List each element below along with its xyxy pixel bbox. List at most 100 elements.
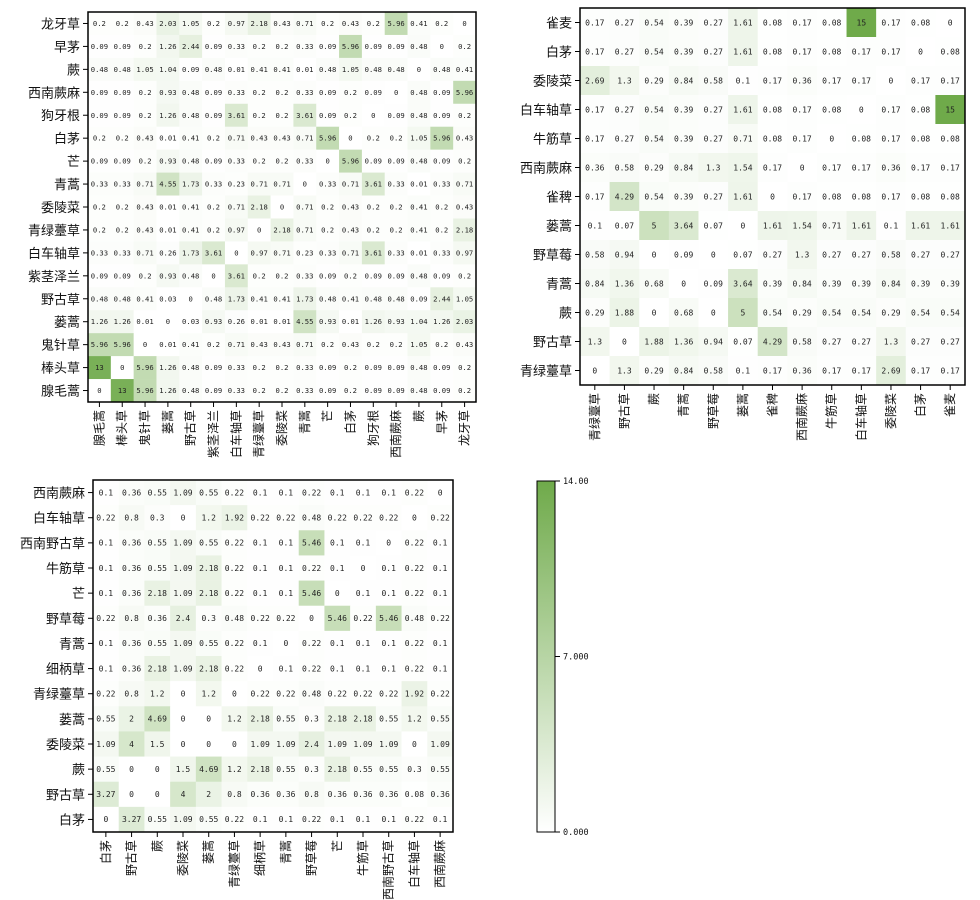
- heatmap-cell: [195, 505, 222, 531]
- cell-value-label: 2.4: [176, 614, 191, 623]
- colorbar-tick-label: 7.000: [563, 653, 589, 663]
- cell-value-label: 0.17: [881, 105, 900, 114]
- heatmap-cell: [350, 505, 377, 531]
- heatmap-cell: [846, 95, 877, 125]
- cell-value-label: 2.18: [328, 715, 347, 724]
- cell-value-label: 0.1: [884, 221, 899, 230]
- cell-value-label: 0.22: [431, 514, 450, 523]
- cell-value-label: 0.33: [296, 363, 313, 372]
- cell-value-label: 0.22: [431, 690, 450, 699]
- heatmap-cell: [816, 37, 847, 67]
- cell-value-label: 0.27: [704, 47, 723, 56]
- heatmap-cell: [93, 756, 120, 783]
- cell-value-label: 0.22: [302, 664, 321, 673]
- cell-value-label: 0.2: [93, 134, 106, 143]
- cell-value-label: 2.03: [159, 19, 176, 28]
- cell-value-label: 0.09: [114, 111, 131, 120]
- heatmap-cell: [202, 356, 226, 380]
- cell-value-label: 0.3: [201, 614, 216, 623]
- cell-value-label: 0.84: [881, 279, 900, 288]
- cell-value-label: 5.96: [433, 134, 450, 143]
- cell-value-label: 15: [857, 18, 867, 27]
- heatmap-cell: [133, 287, 157, 311]
- heatmap-cell: [93, 781, 120, 808]
- cell-value-label: 0.55: [148, 815, 167, 824]
- cell-value-label: 0.36: [585, 163, 604, 172]
- cell-value-label: 5.46: [302, 589, 321, 598]
- cell-value-label: 5.96: [456, 88, 473, 97]
- heatmap-cell: [698, 37, 729, 67]
- heatmap-cell: [88, 333, 112, 357]
- cell-value-label: 0.17: [792, 47, 811, 56]
- heatmap-cell: [144, 530, 171, 556]
- cell-value-label: 0.27: [704, 134, 723, 143]
- cell-value-label: 0.55: [431, 715, 450, 724]
- cell-value-label: 0: [181, 715, 186, 724]
- heatmap-cell: [430, 310, 454, 334]
- cell-value-label: 15: [945, 105, 955, 114]
- heatmap-cell: [221, 505, 248, 531]
- y-tick-label: 蕨: [67, 63, 80, 78]
- cell-value-label: 0.41: [251, 294, 268, 303]
- heatmap-cell: [202, 103, 226, 128]
- heatmap-cell: [316, 57, 340, 82]
- cell-value-label: 0.09: [91, 157, 108, 166]
- x-tick-label: 芒: [329, 840, 344, 852]
- heatmap-cell: [668, 124, 699, 154]
- heatmap-cell: [179, 241, 203, 265]
- heatmap-cell: [430, 264, 454, 288]
- cell-value-label: 0: [800, 163, 805, 172]
- cell-value-label: 0.2: [276, 88, 289, 97]
- x-tick-label: 西南野古草: [381, 840, 396, 900]
- cell-value-label: 3.61: [228, 111, 245, 120]
- heatmap-cell: [407, 12, 431, 36]
- cell-value-label: 0.55: [276, 715, 295, 724]
- heatmap-cell: [375, 555, 402, 581]
- heatmap-cell: [133, 57, 157, 82]
- cell-value-label: 0.93: [205, 317, 222, 326]
- heatmap-cell: [728, 240, 758, 270]
- heatmap-cell: [453, 379, 477, 403]
- cell-value-label: 0.09: [433, 271, 450, 280]
- cell-value-label: 0: [166, 317, 170, 326]
- cell-value-label: 0.2: [207, 134, 220, 143]
- heatmap-cell: [728, 211, 758, 241]
- cell-value-label: 0.22: [405, 539, 424, 548]
- x-tick-label: 白车轴草: [853, 393, 868, 441]
- heatmap-cell: [156, 241, 180, 265]
- cell-value-label: 1.54: [733, 163, 752, 172]
- cell-value-label: 0.68: [644, 279, 663, 288]
- heatmap-cell: [133, 333, 157, 357]
- cell-value-label: 0.1: [253, 539, 268, 548]
- cell-value-label: 0.55: [148, 564, 167, 573]
- heatmap-cell: [339, 333, 363, 357]
- cell-value-label: 0.33: [319, 180, 336, 189]
- cell-value-label: 0.27: [822, 337, 841, 346]
- heatmap-cell: [430, 57, 454, 82]
- cell-value-label: 0.17: [881, 134, 900, 143]
- heatmap-cell: [876, 124, 907, 154]
- cell-value-label: 1.61: [941, 221, 960, 230]
- cell-value-label: 1.92: [405, 690, 424, 699]
- heatmap-cell: [384, 57, 408, 82]
- cell-value-label: 1.26: [91, 317, 108, 326]
- cell-value-label: 0: [859, 105, 864, 114]
- cell-value-label: 0.27: [822, 250, 841, 259]
- cell-value-label: 0.22: [251, 690, 270, 699]
- cell-value-label: 0.54: [822, 308, 841, 317]
- heatmap-cell: [453, 172, 477, 196]
- heatmap-cell: [118, 505, 145, 531]
- heatmap-cell: [384, 264, 408, 288]
- heatmap-cell: [221, 756, 248, 783]
- heatmap-cell: [787, 211, 818, 241]
- cell-value-label: 0.48: [182, 363, 199, 372]
- heatmap-cell: [195, 580, 222, 607]
- y-tick-label: 青绿薹草: [520, 365, 572, 380]
- cell-value-label: 0.2: [253, 271, 266, 280]
- cell-value-label: 0: [335, 589, 340, 598]
- cell-value-label: 0: [417, 65, 421, 74]
- y-tick-label: 鬼针草: [41, 338, 80, 354]
- cell-value-label: 0.36: [792, 366, 811, 375]
- cell-value-label: 0.54: [941, 308, 960, 317]
- heatmap-cell: [224, 287, 249, 311]
